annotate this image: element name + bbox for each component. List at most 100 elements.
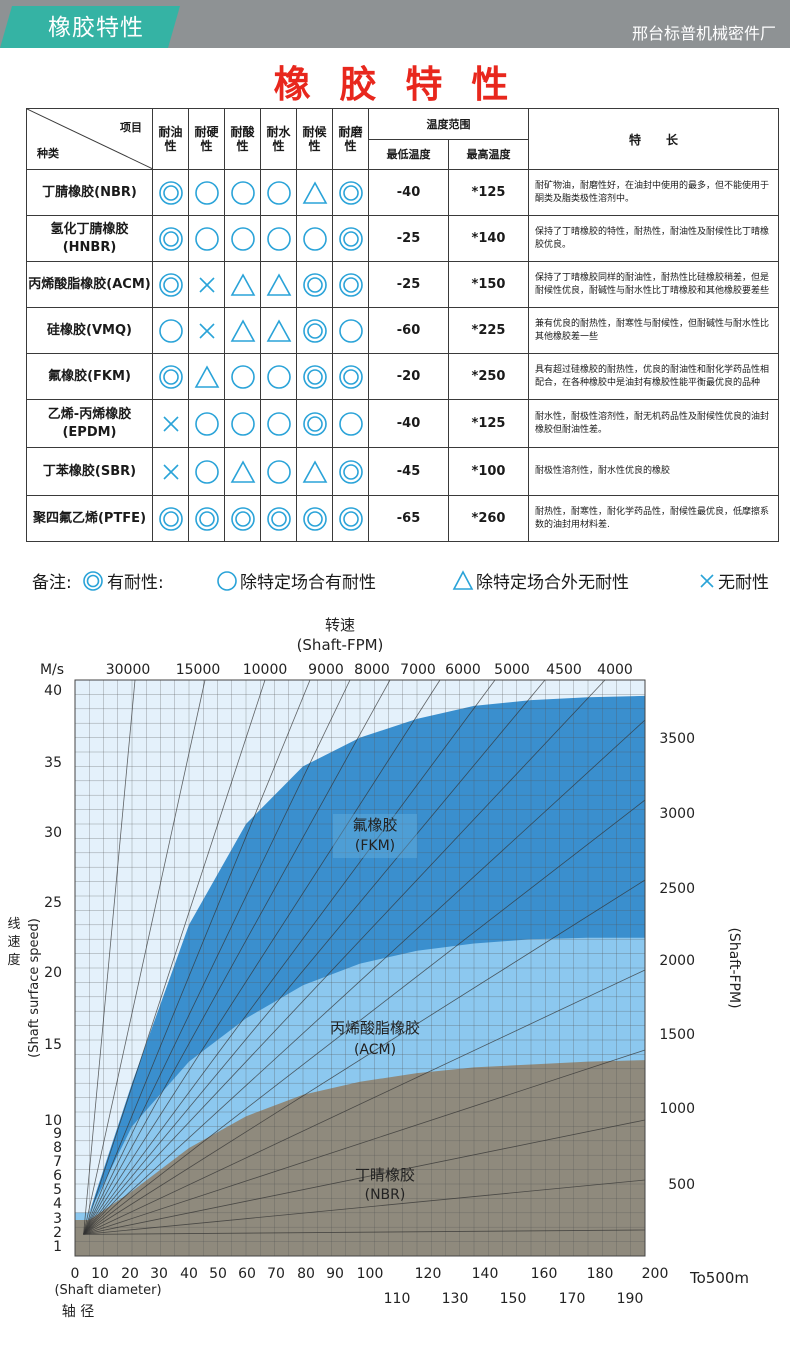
property-rating xyxy=(296,447,333,496)
table-row: 丁苯橡胶(SBR) -45 *100 耐极性溶剂性，耐水性优良的橡胶 xyxy=(26,447,779,496)
x-tick-label: 80 xyxy=(297,1266,315,1282)
double-circle-icon xyxy=(297,364,332,390)
region-label-bg xyxy=(333,814,417,858)
property-rating xyxy=(296,261,333,308)
x-tick-label: 170 xyxy=(559,1291,586,1307)
x-tick-label: 140 xyxy=(472,1266,499,1282)
property-rating xyxy=(296,215,333,262)
material-name: 聚四氟乙烯(PTFE) xyxy=(26,495,153,542)
property-rating xyxy=(260,495,297,542)
circle-icon xyxy=(225,180,260,206)
double-circle-icon xyxy=(153,226,188,252)
triangle-icon xyxy=(189,364,224,390)
feature-text: 耐极性溶剂性，耐水性优良的橡胶 xyxy=(528,447,779,496)
max-temp: *100 xyxy=(448,447,529,496)
feature-text: 兼有优良的耐热性，耐寒性与耐候性，但耐碱性与耐水性比其他橡胶差一些 xyxy=(528,307,779,354)
property-rating xyxy=(224,495,261,542)
property-rating xyxy=(332,307,369,354)
double-circle-icon xyxy=(83,571,103,591)
x-tick-label: 90 xyxy=(326,1266,344,1282)
header-oil: 耐油性 xyxy=(152,108,189,170)
y-tick-label: 1 xyxy=(53,1239,62,1255)
double-circle-icon xyxy=(333,180,368,206)
rpm-line xyxy=(83,679,266,1235)
legend-item-weak: 除特定场合外无耐性 xyxy=(476,573,629,593)
y-tick-label: 8 xyxy=(53,1140,62,1156)
y-axis-label-en: (Shaft surface speed) xyxy=(27,918,42,1058)
property-rating xyxy=(332,261,369,308)
x-tick-label: 160 xyxy=(531,1266,558,1282)
region-label-code: (ACM) xyxy=(354,1042,396,1058)
circle-icon xyxy=(225,364,260,390)
rpm-line xyxy=(83,679,351,1235)
property-rating xyxy=(224,353,261,400)
property-rating xyxy=(332,215,369,262)
max-temp: *260 xyxy=(448,495,529,542)
x-tick-label: 130 xyxy=(442,1291,469,1307)
corner-label-item: 项目 xyxy=(120,121,142,134)
company-name: 邢台标普机械密件厂 xyxy=(631,24,776,43)
property-rating xyxy=(188,169,225,216)
header-min-temp: 最低温度 xyxy=(368,138,449,170)
property-rating xyxy=(152,495,189,542)
y-tick-label: 20 xyxy=(44,965,62,981)
property-rating xyxy=(260,307,297,354)
rpm-line xyxy=(83,679,311,1235)
property-rating xyxy=(224,261,261,308)
right-tick-label: 1000 xyxy=(659,1101,695,1117)
property-rating xyxy=(152,447,189,496)
max-temp: *125 xyxy=(448,399,529,448)
circle-icon xyxy=(261,180,296,206)
right-axis-label: (Shaft-FPM) xyxy=(726,927,742,1008)
min-temp: -65 xyxy=(368,495,449,542)
legend-item-resistant: 有耐性: xyxy=(107,573,164,593)
material-name: 氢化丁腈橡胶(HNBR) xyxy=(26,215,153,262)
header-wear: 耐磨性 xyxy=(332,108,369,170)
x-tick-label: 50 xyxy=(209,1266,227,1282)
circle-icon xyxy=(225,226,260,252)
rpm-line xyxy=(83,799,646,1235)
property-rating xyxy=(188,215,225,262)
property-rating xyxy=(296,353,333,400)
y-tick-label: 10 xyxy=(44,1113,62,1129)
x-tick-label: 110 xyxy=(384,1291,411,1307)
region-label-name: 丙烯酸脂橡胶 xyxy=(330,1019,420,1037)
property-rating xyxy=(260,447,297,496)
right-tick-label: 3500 xyxy=(659,731,695,747)
right-tick-label: 3000 xyxy=(659,806,695,822)
header-temp-range: 温度范围 xyxy=(368,108,529,140)
top-tick-label: 9000 xyxy=(308,662,344,678)
region-label-code: (NBR) xyxy=(365,1187,406,1203)
rpm-line xyxy=(83,1229,646,1235)
double-circle-icon xyxy=(297,411,332,437)
x-tick-label: 30 xyxy=(150,1266,168,1282)
y-tick-label: 7 xyxy=(53,1154,62,1170)
triangle-icon xyxy=(261,318,296,344)
property-rating xyxy=(260,215,297,262)
y-tick-label: 40 xyxy=(44,683,62,699)
triangle-icon xyxy=(297,180,332,206)
x-tick-label: 120 xyxy=(415,1266,442,1282)
property-rating xyxy=(332,353,369,400)
property-rating xyxy=(188,307,225,354)
rpm-line xyxy=(83,969,646,1235)
max-temp: *125 xyxy=(448,169,529,216)
legend-item-conditional: 除特定场合有耐性 xyxy=(240,573,376,593)
right-tick-label: 500 xyxy=(668,1177,695,1193)
speed-chart: 转速(Shaft-FPM)30000 15000 10000 9000 8000 7000… xyxy=(7,616,749,1320)
right-tick-label: 2500 xyxy=(659,881,695,897)
x-tick-label: 40 xyxy=(180,1266,198,1282)
top-bar: 橡胶特性 邢台标普机械密件厂 xyxy=(0,0,790,48)
corner-header-cell: 项目 种类 xyxy=(26,108,153,170)
triangle-icon xyxy=(297,459,332,485)
rpm-line xyxy=(83,1119,646,1235)
max-temp: *140 xyxy=(448,215,529,262)
table-row: 氢化丁腈橡胶(HNBR) -25 *140 保持了丁晴橡胶的特性，耐热性，耐油性及耐候… xyxy=(26,215,779,262)
top-tick-label: 6000 xyxy=(445,662,481,678)
property-rating xyxy=(224,215,261,262)
x-tick-label: 70 xyxy=(267,1266,285,1282)
material-name: 乙烯-丙烯橡胶(EPDM) xyxy=(26,399,153,448)
circle-icon xyxy=(333,318,368,344)
circle-icon xyxy=(189,226,224,252)
double-circle-icon xyxy=(297,318,332,344)
